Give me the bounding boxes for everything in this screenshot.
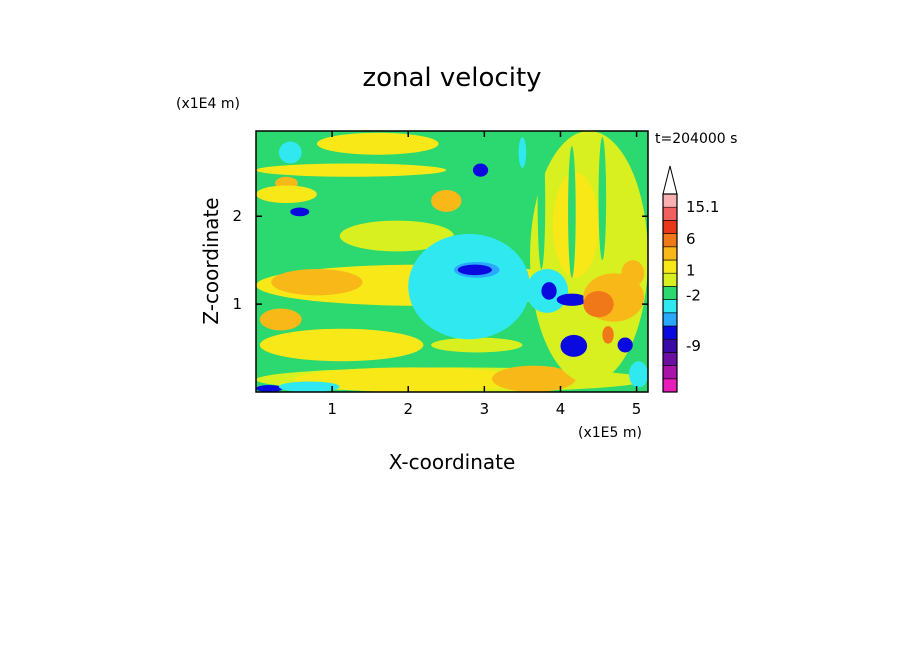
colorbar-level-8 <box>662 272 678 287</box>
contour-region-35 <box>568 145 576 278</box>
contour-region-13 <box>408 233 531 340</box>
contour-region-33 <box>628 361 648 388</box>
x-tick-label: 2 <box>403 400 413 418</box>
colorbar-label: 15.1 <box>686 198 719 216</box>
contour-region-9 <box>259 308 302 331</box>
contour-region-3 <box>278 381 340 392</box>
contour-region-37 <box>518 137 527 168</box>
x-axis: 1 2 3 4 5 <box>327 131 641 418</box>
contour-region-11 <box>431 337 523 353</box>
contour-region-4 <box>491 365 576 392</box>
y-axis-label: Z-coordinate <box>199 197 223 324</box>
colorbar-level-7 <box>662 286 678 300</box>
colorbar-label: 1 <box>686 262 696 280</box>
contour-region-15 <box>457 264 492 276</box>
x-tick-label: 1 <box>327 400 337 418</box>
x-axis-label: X-coordinate <box>389 450 516 474</box>
contour-region-21 <box>316 132 439 155</box>
colorbar-level-12 <box>662 220 678 234</box>
x-tick-label: 5 <box>632 400 642 418</box>
colorbar-frame <box>662 193 678 393</box>
colorbar-level-10 <box>662 246 678 261</box>
contour-field <box>256 131 648 392</box>
contour-region-23 <box>552 172 599 278</box>
colorbar-level-9 <box>662 259 678 274</box>
y-tick-label: 1 <box>232 295 242 313</box>
colorbar-level-5 <box>662 312 678 327</box>
contour-region-5 <box>256 163 447 177</box>
contour-region-30 <box>602 326 614 344</box>
contour-region-16 <box>472 163 489 177</box>
y-axis: 12 <box>232 207 648 313</box>
contour-region-2 <box>256 384 283 392</box>
colorbar-label: -2 <box>686 287 701 305</box>
colorbar-level-6 <box>662 299 678 314</box>
colorbar-level-13 <box>662 206 678 221</box>
contour-region-34 <box>537 137 546 269</box>
contour-region-20 <box>256 185 317 204</box>
x-tick-label: 3 <box>480 400 490 418</box>
colorbar-label: -9 <box>686 337 701 355</box>
y-scale-label: (x1E4 m) <box>176 96 240 112</box>
contour-region-12 <box>431 189 462 212</box>
contour-region-26 <box>556 293 588 306</box>
contour-region-29 <box>621 260 645 287</box>
colorbar-level-1 <box>662 365 678 380</box>
colorbar-level-3 <box>662 338 678 353</box>
contour-region-17 <box>290 207 310 217</box>
plot-frame <box>255 130 649 393</box>
colorbar-level-0 <box>662 378 678 393</box>
colorbar-label: 6 <box>686 230 696 248</box>
x-tick-label: 4 <box>556 400 566 418</box>
colorbar-level-11 <box>662 233 678 248</box>
y-tick-label: 2 <box>232 207 242 225</box>
contour-region-31 <box>560 334 588 357</box>
contour-region-25 <box>541 282 557 300</box>
contour-region-32 <box>617 337 633 353</box>
time-label: t=204000 s <box>655 131 737 147</box>
colorbar: 15.1 6 1 -2 -9 <box>662 165 719 393</box>
colorbar-level-14 <box>662 193 678 208</box>
contour-region-8 <box>271 268 363 296</box>
chart-title: zonal velocity <box>362 63 541 93</box>
contour-region-1 <box>294 367 531 392</box>
contour-region-18 <box>278 141 302 164</box>
contour-region-10 <box>259 328 424 362</box>
contour-region-28 <box>583 290 614 318</box>
contour-region-6 <box>339 220 454 252</box>
colorbar-level-2 <box>662 352 678 366</box>
colorbar-max-arrow <box>662 165 678 195</box>
contour-region-36 <box>598 137 607 261</box>
x-scale-label: (x1E5 m) <box>578 425 642 441</box>
colorbar-level-4 <box>662 325 678 340</box>
